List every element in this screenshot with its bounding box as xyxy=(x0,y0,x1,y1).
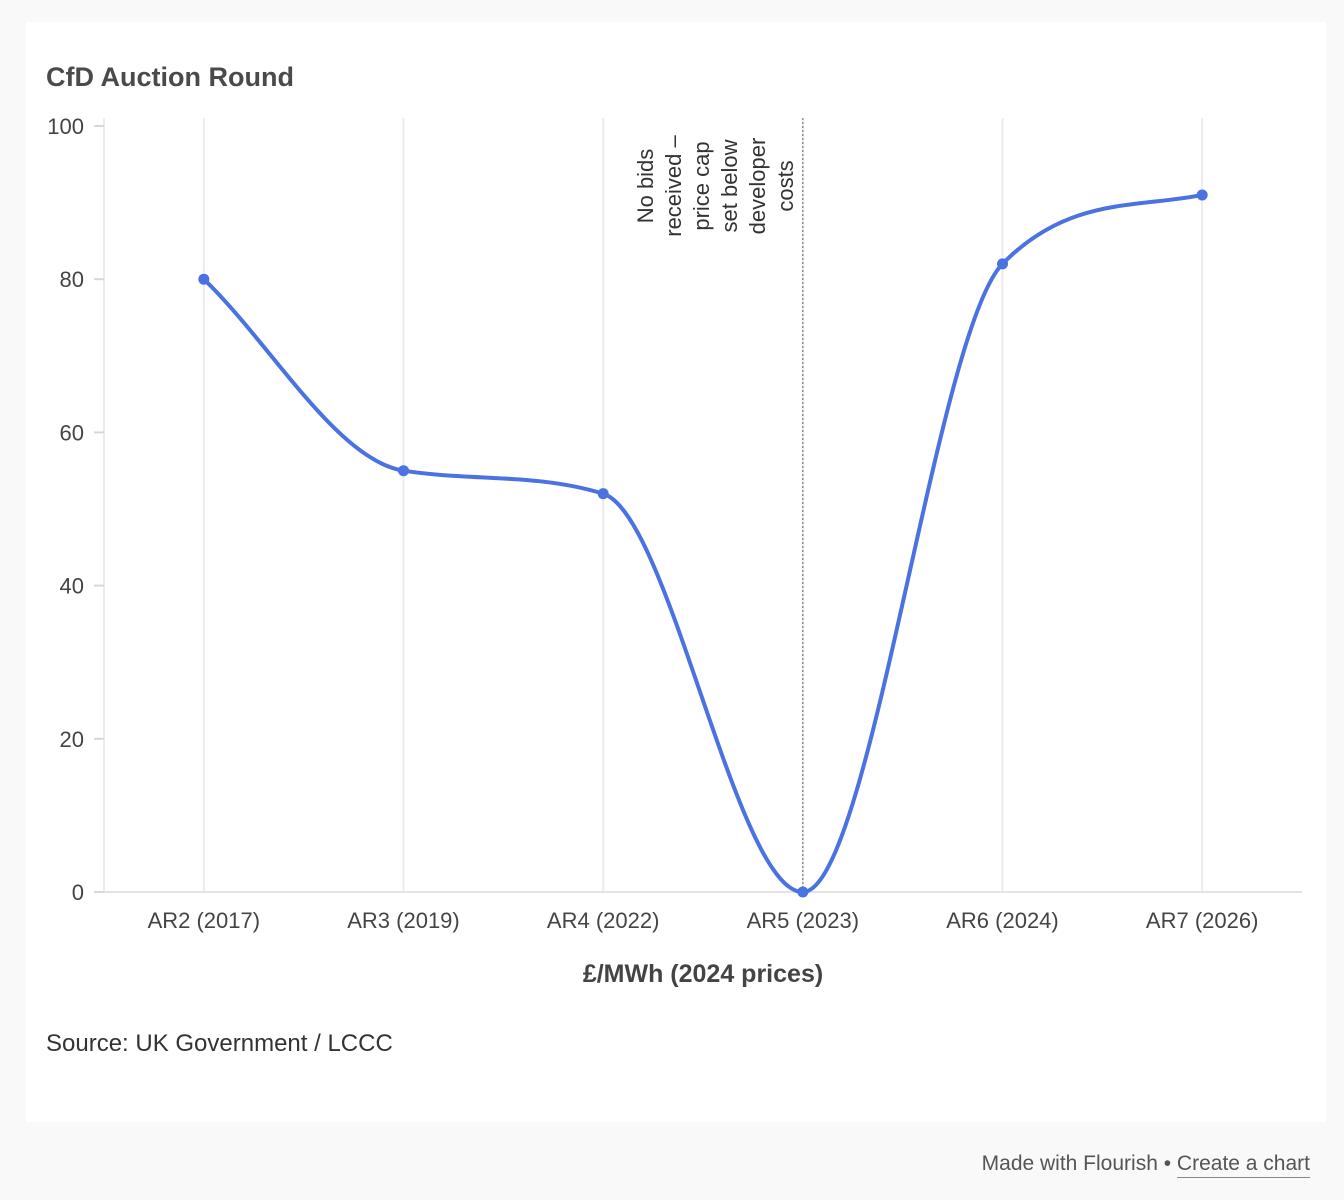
chart-card xyxy=(26,22,1326,1122)
y-tick-label: 80 xyxy=(60,267,84,292)
data-point xyxy=(997,258,1008,270)
made-with-flourish: Made with Flourish xyxy=(981,1152,1158,1175)
y-tick-label: 40 xyxy=(60,574,84,599)
data-point xyxy=(198,273,210,285)
data-point xyxy=(1196,189,1208,201)
y-tick-label: 20 xyxy=(60,727,84,752)
annotation-text: costs xyxy=(773,160,798,211)
y-tick-label: 100 xyxy=(47,114,84,139)
annotation-text: developer xyxy=(745,138,770,235)
y-tick-label: 60 xyxy=(60,420,84,445)
x-tick-label: AR6 (2024) xyxy=(946,908,1059,933)
annotation-text: received – xyxy=(661,134,686,236)
x-tick-label: AR3 (2019) xyxy=(347,908,460,933)
footer: Made with Flourish • Create a chart xyxy=(981,1152,1310,1178)
create-chart-link[interactable]: Create a chart xyxy=(1176,1152,1310,1178)
annotation-text: price cap xyxy=(689,141,714,230)
annotation-text: set below xyxy=(717,139,742,232)
series-line xyxy=(201,192,1205,895)
x-tick-label: AR7 (2026) xyxy=(1146,908,1259,933)
footer-separator: • xyxy=(1163,1152,1172,1175)
source-note: Source: UK Government / LCCC xyxy=(46,1030,393,1057)
x-tick-label: AR5 (2023) xyxy=(747,908,860,933)
y-tick-label: 0 xyxy=(72,880,84,905)
x-tick-label: AR2 (2017) xyxy=(148,908,261,933)
data-point xyxy=(597,488,609,500)
chart-title: CfD Auction Round xyxy=(46,62,294,92)
data-point xyxy=(797,886,809,898)
x-tick-label: AR4 (2022) xyxy=(547,908,660,933)
annotation-text: No bids xyxy=(633,149,658,224)
data-point xyxy=(398,465,409,477)
x-axis-title: £/MWh (2024 prices) xyxy=(583,960,823,988)
